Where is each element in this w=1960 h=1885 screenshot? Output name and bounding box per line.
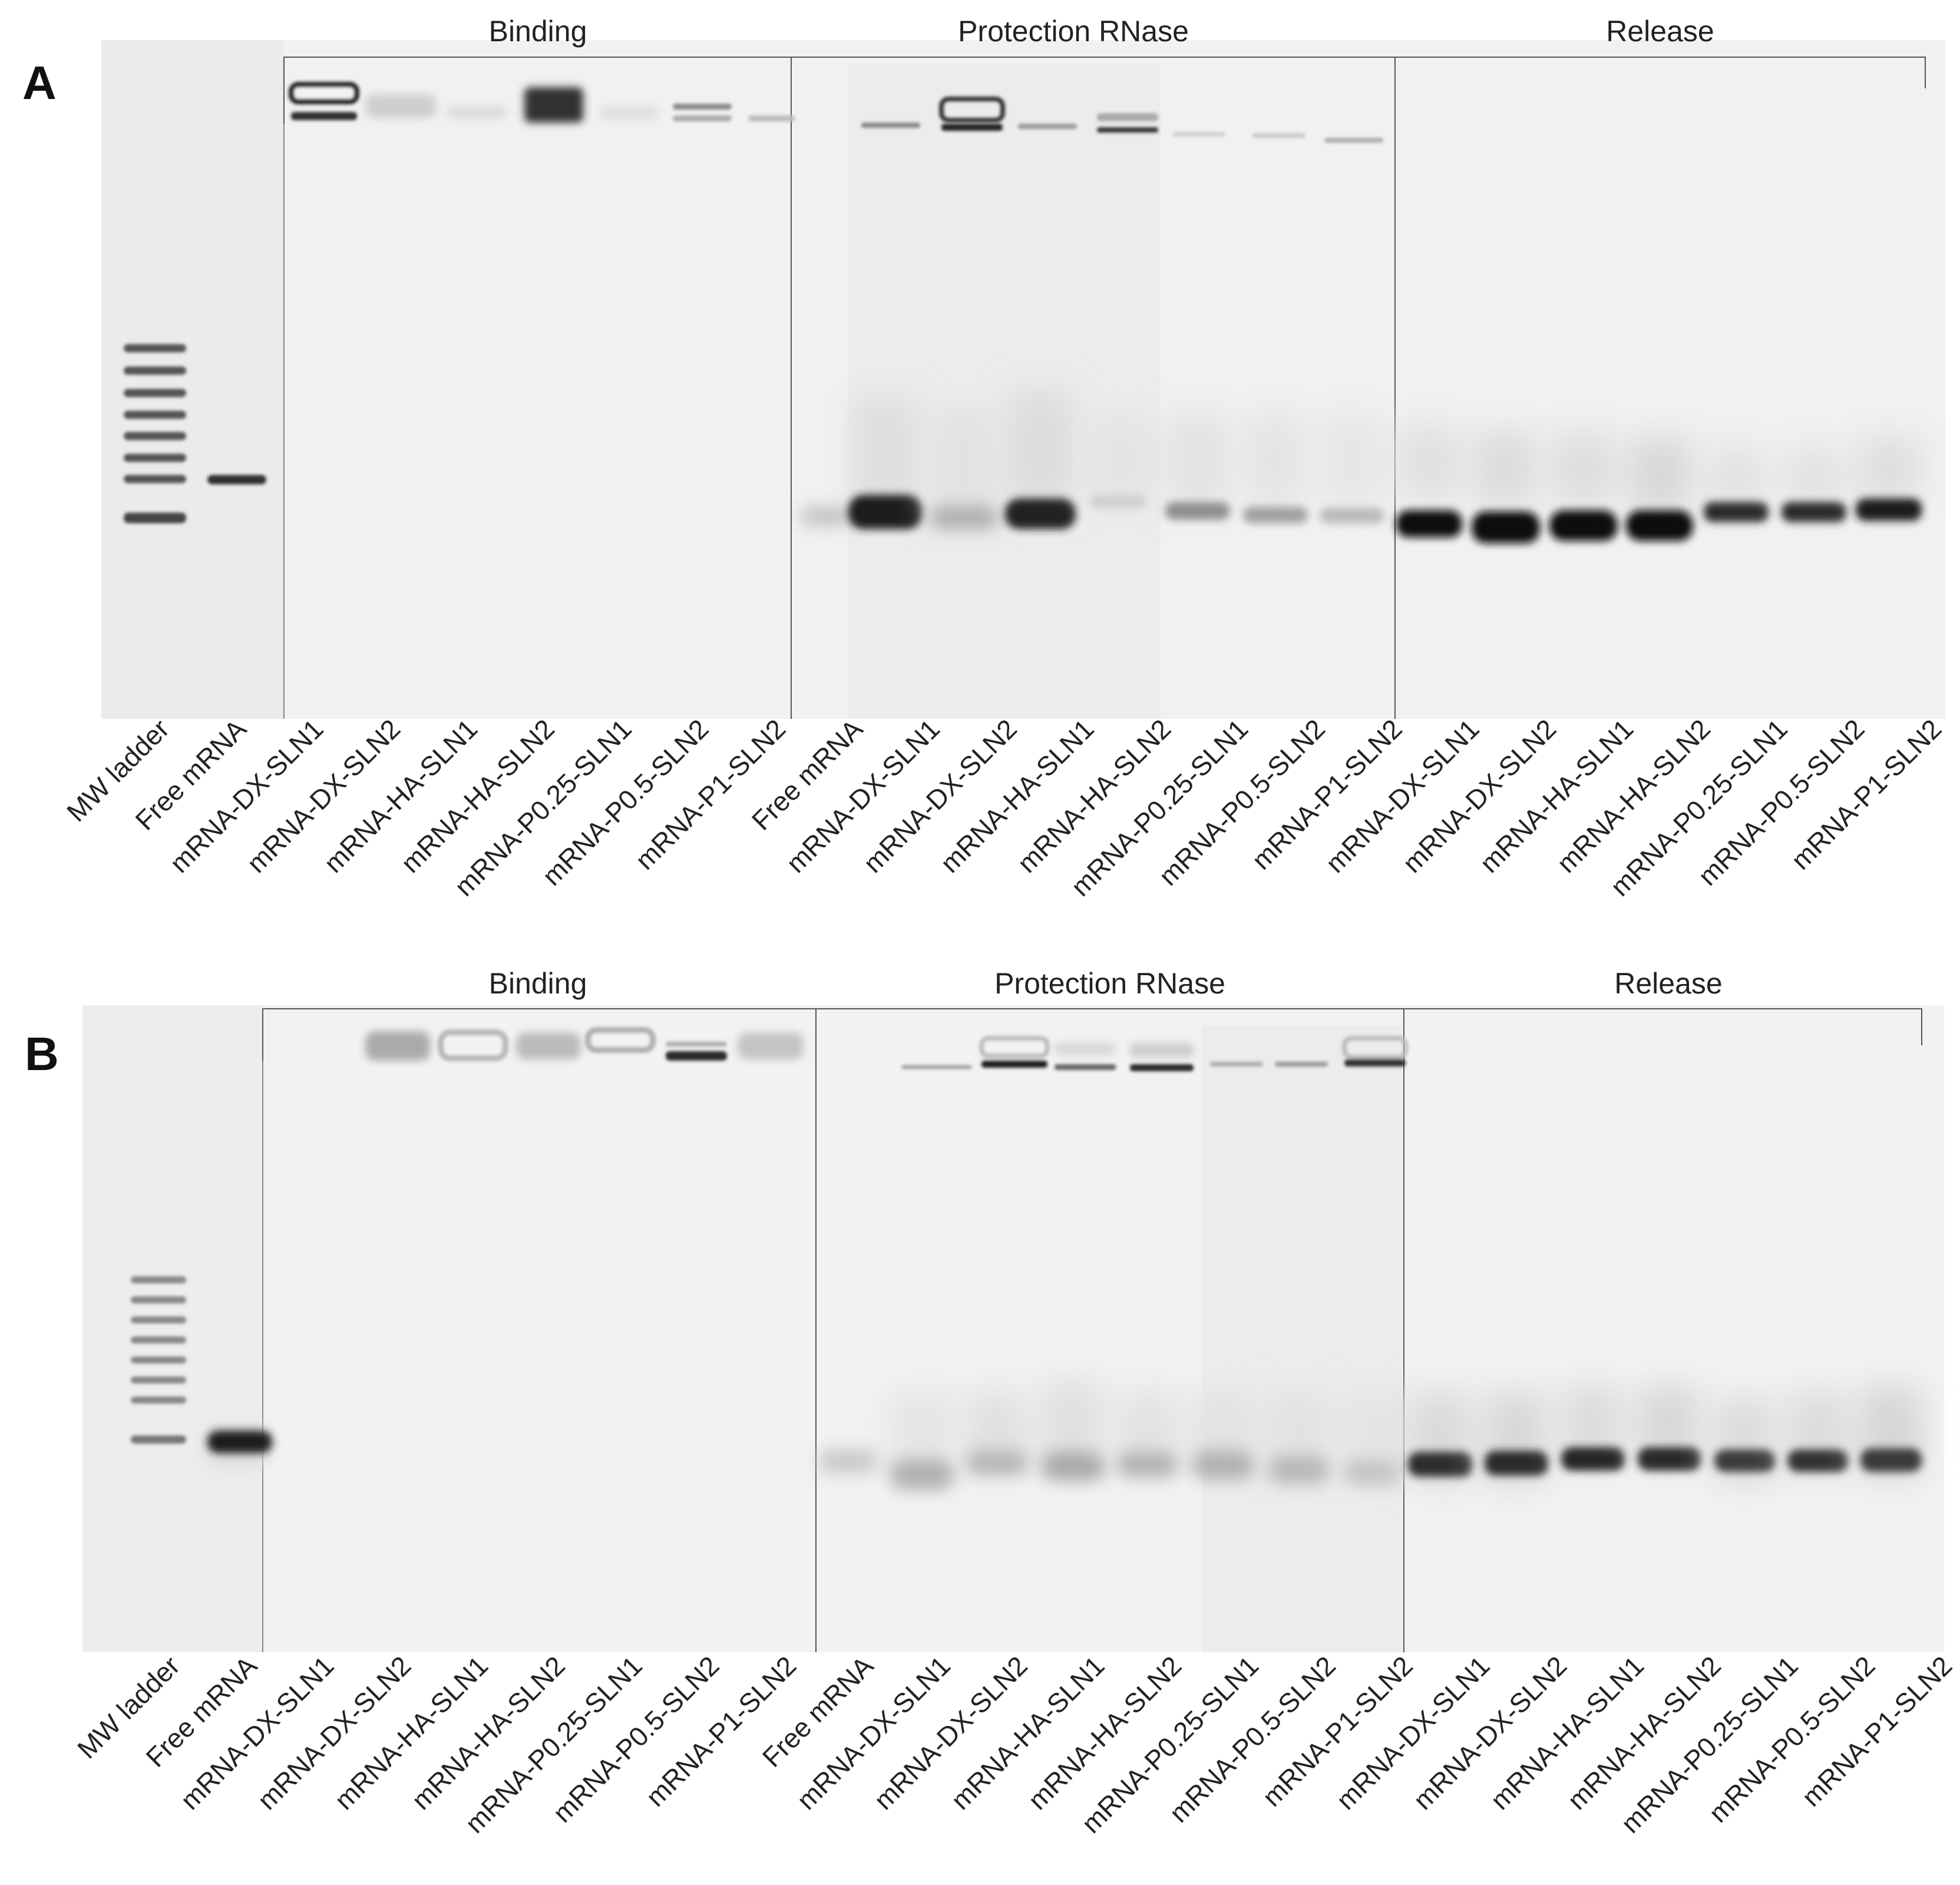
protection-wells-b	[901, 1036, 1408, 1071]
gel-b-background	[82, 1005, 1944, 1652]
section-bracket-release-b	[1404, 1008, 1922, 1045]
section-title-release-a: Release	[1606, 15, 1714, 48]
section-title-protection-b: Protection RNase	[994, 967, 1225, 1000]
section-title-binding-a: Binding	[489, 15, 587, 48]
mw-ladder-a	[124, 344, 186, 523]
section-bracket-binding-b	[262, 1008, 817, 1652]
release-lanes-b	[1407, 1385, 1923, 1485]
band-free-mrna-b	[207, 1431, 272, 1453]
section-bracket-binding-a	[283, 57, 792, 719]
release-lanes-a	[1396, 424, 1922, 543]
section-title-binding-b: Binding	[489, 967, 587, 1000]
mw-ladder-b	[131, 1276, 186, 1444]
gel-a-ladder-region	[101, 40, 284, 719]
panel-a: A Binding Protection RNase Release	[22, 15, 1947, 902]
section-title-protection-a: Protection RNase	[958, 15, 1189, 48]
panel-b-letter: B	[25, 1028, 59, 1080]
protection-wells-a	[861, 97, 1383, 143]
binding-wells-a	[289, 82, 795, 123]
band-free-mrna-a	[207, 475, 266, 484]
gel-a-strip	[848, 65, 1161, 719]
section-bracket-release-a	[1395, 57, 1926, 88]
gel-b-strip	[1202, 1025, 1402, 1652]
protection-lanes-a	[801, 389, 1384, 529]
binding-wells-b	[365, 1027, 804, 1061]
section-title-release-b: Release	[1614, 967, 1722, 1000]
protection-lanes-b	[819, 1379, 1402, 1490]
panel-b: B Binding Protection RNase Release	[25, 967, 1958, 1839]
gel-b-ladder-region	[82, 1005, 263, 1652]
panel-a-letter: A	[22, 57, 57, 109]
